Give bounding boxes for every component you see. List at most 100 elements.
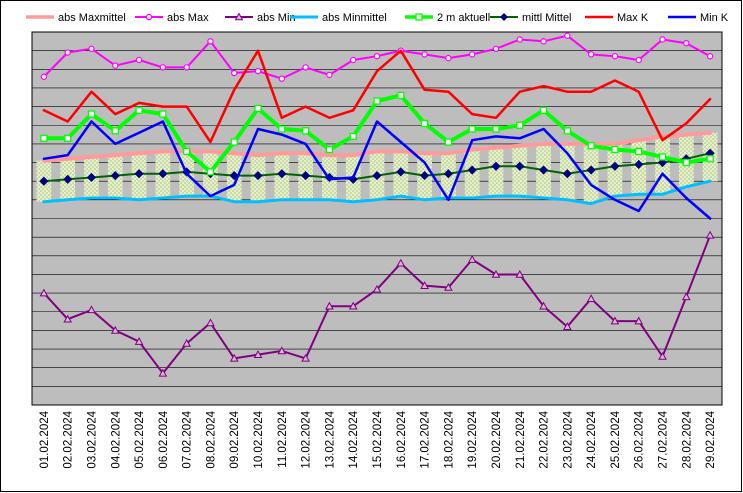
legend-marker	[234, 12, 244, 21]
series-abs-minmittel	[42, 179, 712, 206]
data-point-2-m-aktuell	[611, 145, 619, 154]
data-point-2-m-aktuell	[230, 138, 238, 146]
data-point-mittl-mittel	[586, 165, 596, 175]
data-point-2-m-aktuell	[587, 142, 595, 150]
data-point-abs-min	[634, 316, 644, 325]
data-point-2-m-aktuell	[563, 127, 571, 135]
data-point-2-m-aktuell	[397, 91, 405, 100]
series-2-m-aktuell	[40, 91, 714, 176]
x-tick-label: 13.02.2024	[324, 410, 336, 468]
data-point-abs-max	[706, 53, 714, 60]
data-point-abs-max	[159, 64, 167, 71]
data-point-2-m-aktuell	[349, 132, 357, 141]
data-point-abs-min	[206, 318, 215, 327]
data-point-abs-min	[539, 301, 548, 310]
data-point-2-m-aktuell	[635, 147, 643, 156]
x-tick-label: 02.02.2024	[63, 410, 75, 468]
x-tick-label: 24.02.2024	[586, 410, 598, 468]
x-tick-label: 15.02.2024	[372, 410, 384, 468]
data-point-mittl-mittel	[538, 165, 549, 175]
range-band-bar	[512, 145, 528, 197]
data-point-mittl-mittel	[515, 161, 525, 171]
data-point-2-m-aktuell	[159, 110, 167, 118]
data-point-abs-max	[64, 49, 71, 56]
data-point-abs-min	[348, 301, 358, 310]
grid-layer	[32, 50, 722, 387]
x-tick-label: 03.02.2024	[86, 410, 98, 468]
data-point-2-m-aktuell	[539, 106, 548, 114]
data-point-2-m-aktuell	[64, 134, 72, 142]
data-point-2-m-aktuell	[325, 145, 334, 154]
data-point-abs-max	[492, 45, 500, 52]
x-tick-label: 23.02.2024	[562, 410, 574, 468]
data-point-mittl-mittel	[610, 161, 620, 171]
x-tick-label: 16.02.2024	[396, 410, 408, 468]
series-line-abs-maxmittel	[41, 130, 713, 163]
data-point-mittl-mittel	[562, 169, 572, 179]
data-point-2-m-aktuell	[682, 158, 690, 167]
legend-item-mittl-mittel: mittl Mittel	[490, 12, 572, 24]
data-point-mittl-mittel	[86, 172, 97, 183]
series-min-k	[42, 120, 712, 220]
series-line-abs-minmittel	[42, 179, 712, 206]
data-point-abs-max	[326, 71, 333, 79]
data-point-abs-max	[635, 56, 642, 64]
data-point-abs-max	[350, 56, 357, 64]
legend-label: Max K	[617, 12, 649, 24]
data-point-2-m-aktuell	[373, 97, 381, 105]
x-tick-label: 11.02.2024	[277, 410, 289, 467]
data-point-2-m-aktuell	[254, 104, 262, 113]
data-point-mittl-mittel	[467, 165, 477, 175]
data-point-mittl-mittel	[396, 167, 406, 177]
x-axis-ticks: 01.02.2024 02.02.2024 03.02.2024 04.02.2024…	[39, 410, 717, 468]
data-point-abs-max	[231, 69, 238, 77]
legend-marker	[145, 13, 153, 21]
data-point-abs-min	[658, 351, 667, 360]
data-point-abs-max	[468, 51, 476, 58]
x-tick-label: 01.02.2024	[39, 410, 51, 468]
data-point-2-m-aktuell	[444, 138, 453, 146]
data-point-abs-min	[372, 284, 382, 293]
data-point-abs-min	[444, 282, 453, 291]
data-point-mittl-mittel	[277, 169, 287, 179]
data-point-mittl-mittel	[301, 171, 311, 181]
data-point-2-m-aktuell	[706, 155, 714, 163]
data-point-abs-max	[373, 53, 381, 60]
data-point-abs-max	[254, 67, 262, 75]
data-point-abs-max	[278, 75, 286, 82]
data-point-2-m-aktuell	[87, 110, 96, 118]
data-point-abs-max	[587, 51, 595, 58]
data-point-mittl-mittel	[634, 159, 644, 169]
data-point-2-m-aktuell	[206, 168, 215, 176]
data-point-abs-max	[88, 45, 95, 52]
series-abs-min	[39, 230, 715, 377]
data-point-mittl-mittel	[443, 169, 453, 179]
data-point-2-m-aktuell	[420, 119, 429, 128]
data-point-abs-min	[610, 316, 620, 325]
data-point-abs-min	[110, 325, 120, 334]
data-point-abs-min	[515, 269, 525, 278]
x-tick-label: 06.02.2024	[158, 410, 170, 468]
data-point-2-m-aktuell	[492, 125, 500, 133]
x-tick-label: 09.02.2024	[229, 410, 241, 468]
data-point-abs-min	[705, 230, 715, 239]
data-point-2-m-aktuell	[183, 147, 191, 156]
data-point-abs-max	[183, 64, 190, 71]
data-point-abs-min	[396, 258, 406, 267]
legend-item-abs-minmittel: abs Minmittel	[290, 12, 387, 24]
data-point-mittl-mittel	[39, 176, 49, 186]
legend-marker	[415, 13, 423, 21]
legend-label: 2 m aktuell	[437, 12, 490, 24]
data-point-2-m-aktuell	[278, 125, 286, 133]
data-point-abs-min	[134, 337, 144, 345]
series-line-max-k	[42, 49, 712, 144]
legend-label: abs Max	[167, 12, 209, 24]
legend-marker	[500, 13, 508, 21]
series-max-k	[42, 49, 712, 144]
data-point-mittl-mittel	[253, 171, 263, 181]
data-point-abs-min	[562, 322, 572, 330]
data-point-abs-min	[681, 292, 691, 301]
legend-label: abs Min	[257, 12, 296, 24]
legend-item-2-m-aktuell: 2 m aktuell	[405, 12, 490, 24]
